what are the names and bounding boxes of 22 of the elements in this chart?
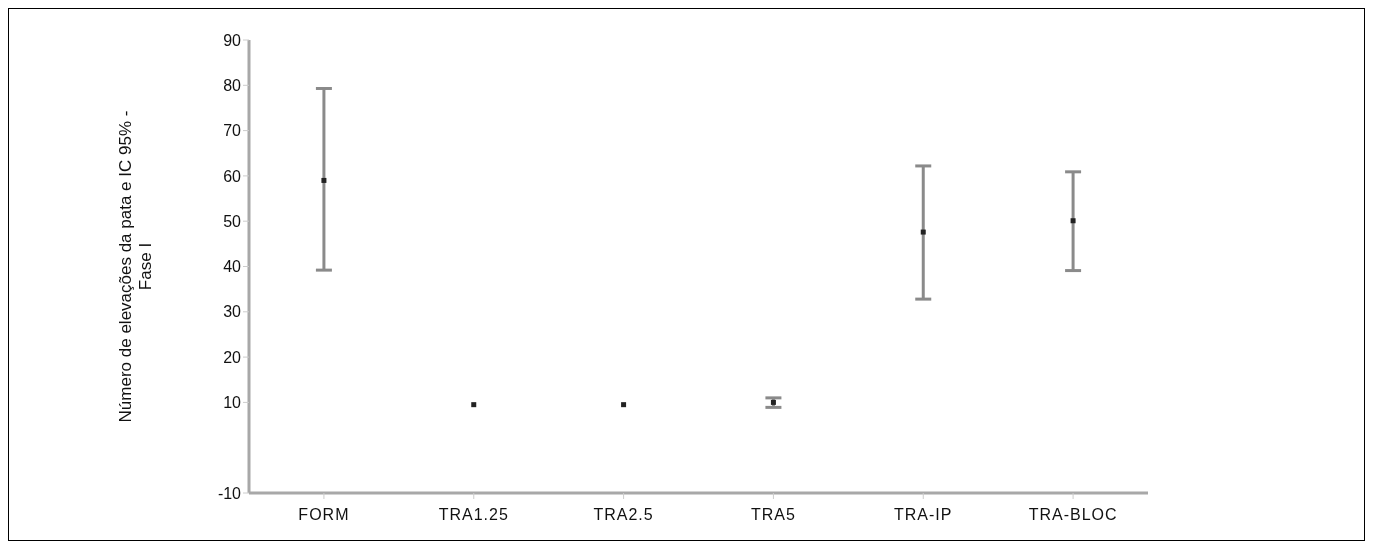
x-tick-label: FORM	[298, 506, 350, 524]
x-tick-label: TRA-BLOC	[1028, 506, 1118, 524]
y-tick-label: 10	[223, 394, 242, 412]
y-tick-label: 80	[223, 76, 242, 94]
x-tick-label: TRA1.25	[438, 506, 509, 524]
y-tick-label: 90	[223, 31, 242, 49]
y-axis-title: Número de elevações da pata e IC 95% - Fase I	[116, 110, 155, 423]
y-tick-label: 70	[223, 122, 242, 140]
point	[621, 402, 627, 408]
point	[920, 229, 926, 235]
point	[471, 402, 477, 408]
y-tick-label: 60	[223, 167, 242, 185]
x-tick-label: TRA-IP	[894, 506, 953, 524]
x-tick-label: TRA5	[750, 506, 796, 524]
y-tick-label: 20	[223, 348, 242, 366]
y-tick-label: 30	[223, 303, 242, 321]
y-tick-label: -10	[217, 484, 242, 502]
y-tick-label: 50	[223, 212, 242, 230]
y-tick-label: 40	[223, 258, 242, 276]
point	[321, 177, 327, 183]
point	[1070, 218, 1076, 224]
x-tick-label: TRA2.5	[593, 506, 654, 524]
